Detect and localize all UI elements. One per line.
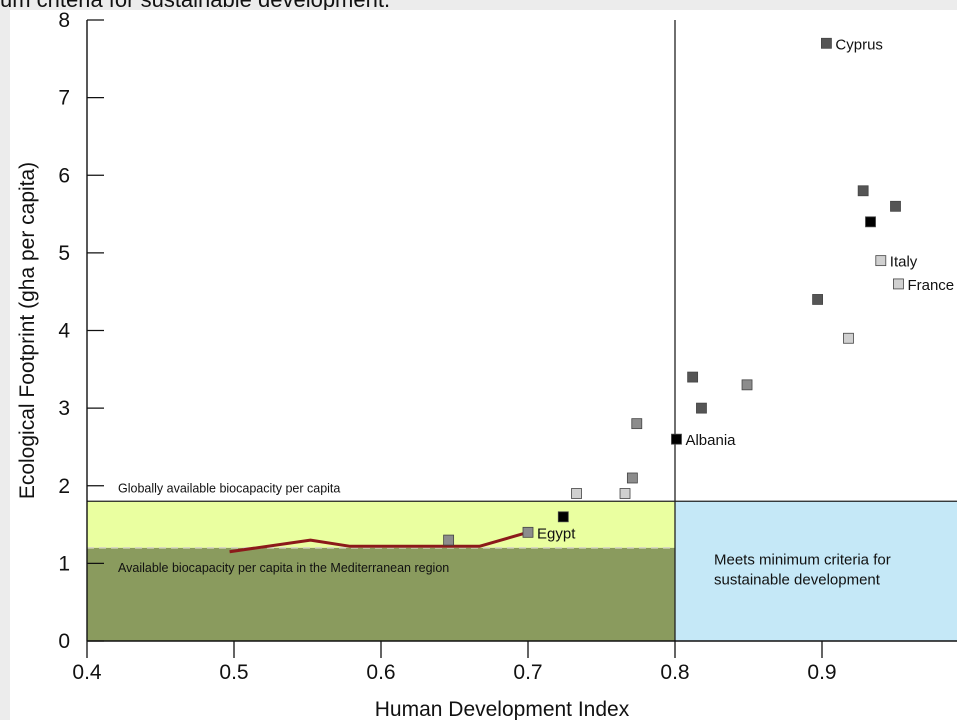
y-tick-label: 0 <box>58 630 70 653</box>
data-point <box>741 379 753 391</box>
data-point <box>571 488 582 499</box>
data-point <box>619 488 631 499</box>
data-point-label: France <box>907 277 954 294</box>
x-tick-label: 0.5 <box>219 661 248 684</box>
x-tick-label: 0.9 <box>807 661 836 684</box>
sustainable-region-label-line2: sustainable development <box>714 571 881 588</box>
data-points: Cyprus Italy France Albania Egypt <box>443 36 954 546</box>
y-tick-label: 4 <box>58 320 70 343</box>
y-tick-label: 8 <box>58 9 70 32</box>
x-axis-title: Human Development Index <box>375 698 630 720</box>
data-point-label: Cyprus <box>835 36 883 53</box>
data-point <box>890 200 901 212</box>
data-point <box>696 402 707 414</box>
data-point <box>812 294 823 305</box>
mediterranean-biocapacity-label: Available biocapacity per capita in the … <box>118 561 449 575</box>
y-axis-title: Ecological Footprint (gha per capita) <box>16 162 39 499</box>
data-point-label: Egypt <box>537 525 576 542</box>
x-tick-label: 0.8 <box>660 661 689 684</box>
data-point <box>843 332 854 344</box>
global-biocapacity-band <box>87 501 675 548</box>
data-point <box>522 526 534 538</box>
y-tick-label: 6 <box>58 164 70 187</box>
y-tick-label: 1 <box>58 552 70 575</box>
x-tick-label: 0.4 <box>72 661 102 684</box>
data-point <box>443 534 455 546</box>
egypt-trajectory-line <box>229 530 529 554</box>
x-tick-label: 0.6 <box>366 661 395 684</box>
global-biocapacity-label: Globally available biocapacity per capit… <box>118 481 340 495</box>
mediterranean-biocapacity-band <box>87 547 675 641</box>
data-point <box>557 511 569 523</box>
data-point <box>671 433 682 445</box>
y-tick-label: 2 <box>58 475 70 498</box>
data-point <box>631 418 643 430</box>
y-tick-label: 3 <box>58 397 70 420</box>
figure-caption: um criteria for sustainable development. <box>0 0 957 10</box>
data-point <box>857 185 869 197</box>
x-tick-label: 0.7 <box>513 661 542 684</box>
data-point <box>821 37 832 49</box>
y-tick-label: 7 <box>58 87 70 110</box>
data-point <box>865 216 876 228</box>
axis-ticks: 0 1 2 3 4 5 6 7 8 0.4 0.5 0.6 0.7 0.8 0.9 <box>58 9 836 684</box>
data-point-label: Italy <box>890 254 918 271</box>
data-point <box>875 255 887 267</box>
y-tick-label: 5 <box>58 242 70 265</box>
sustainable-development-region <box>675 501 957 641</box>
data-point <box>687 371 699 383</box>
data-point <box>626 472 638 484</box>
sustainable-region-label-line1: Meets minimum criteria for <box>714 551 891 568</box>
data-point-label: Albania <box>685 432 736 449</box>
data-point <box>893 278 904 290</box>
